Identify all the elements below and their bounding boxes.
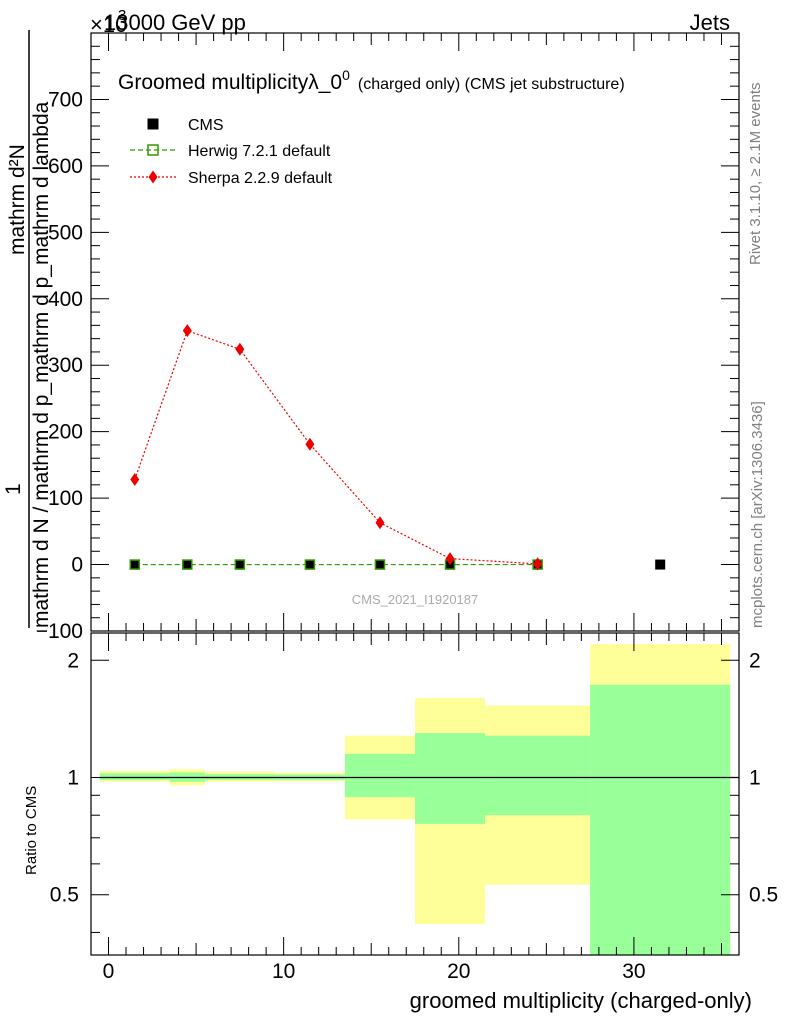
herwig-point-0 [129, 559, 141, 570]
herwig-point-1 [182, 559, 193, 570]
cms-point-3 [304, 559, 315, 570]
legend-marker-sherpa [148, 170, 158, 184]
ratio-ytick-label-right-1: 1 [749, 766, 761, 789]
ratio-band-green-6 [485, 735, 591, 816]
x-axis-label: groomed multiplicity (charged-only) [410, 988, 752, 1013]
mcplots-label: mcplots.cern.ch [arXiv:1306.3436] [749, 401, 766, 628]
xtick-label-3: 30 [622, 960, 645, 983]
legend-label-1: Herwig 7.2.1 default [188, 143, 331, 160]
ratio-y-label: Ratio to CMS [23, 786, 40, 875]
header-right: Jets [690, 10, 730, 35]
ratio-panel: 0.5 0.51 12 20 10 20 30 [50, 632, 778, 983]
main-ytick-label-4: 300 [48, 354, 83, 377]
plot-title-sub: (charged only) (CMS jet substructure) [358, 76, 625, 93]
herwig-point-2 [234, 559, 246, 570]
rivet-label: Rivet 3.1.10, ≥ 2.1M events [747, 83, 764, 266]
main-ytick-label-8: 700 [48, 88, 83, 111]
sherpa-point-6 [533, 557, 543, 571]
main-ytick-label-7: 600 [48, 155, 83, 178]
plot-title: Groomed multiplicityλ_00 (charged only) (… [118, 67, 625, 94]
legend-item-2: Sherpa 2.2.9 default [130, 170, 333, 187]
cms-point-7 [655, 559, 666, 570]
ratio-ytick-label-left-2: 2 [67, 649, 79, 672]
main-ytick-label-3: 200 [48, 421, 83, 444]
sherpa-point-0 [130, 473, 140, 487]
sherpa-point-4 [375, 516, 385, 530]
ratio-bands [99, 644, 739, 955]
main-ytick-label-0: −100 [36, 620, 83, 643]
ratio-frame [90, 632, 740, 956]
watermark: CMS_2021_I1920187 [352, 592, 479, 607]
sherpa-point-5 [445, 552, 455, 566]
legend-marker-cms [147, 118, 159, 130]
legend-marker-herwig [147, 144, 159, 156]
header-left: 13000 GeV pp [104, 10, 246, 35]
main-axes: −100 0 100 200 300 400 500 600 700 [36, 32, 740, 643]
sherpa-point-2 [235, 342, 245, 356]
ratio-band-green-5 [415, 733, 486, 824]
sherpa-line [134, 329, 538, 565]
main-ytick-label-5: 400 [48, 288, 83, 311]
cms-point-2 [234, 559, 245, 570]
plot-title-sup: 0 [342, 67, 350, 83]
xtick-label-1: 10 [272, 960, 295, 983]
herwig-point-3 [304, 559, 316, 570]
ratio-band-green-4 [344, 753, 415, 798]
legend-label-0: CMS [188, 117, 224, 134]
main-data-layer [129, 324, 666, 571]
ylabel-numerator: mathrm d²N [6, 144, 29, 255]
ratio-ytick-label-left-1: 1 [67, 766, 79, 789]
sherpa-point-1 [182, 324, 192, 338]
main-ytick-label-1: 0 [71, 554, 83, 577]
main-y-axis-label: mathrm d²N 1 mathrm d N / mathrm d p_mat… [2, 30, 53, 628]
xtick-label-0: 0 [103, 960, 115, 983]
main-panel: Groomed multiplicityλ_00(charged only) (… [36, 32, 740, 643]
cms-point-1 [182, 559, 193, 570]
cms-point-0 [129, 559, 140, 570]
xtick-label-2: 20 [447, 960, 470, 983]
ylabel-numerator-tail: 1 [2, 483, 25, 495]
sherpa-point-3 [305, 437, 315, 451]
ylabel-denominator: mathrm d N / mathrm d p_mathrm d p_mathr… [30, 101, 53, 628]
cms-point-4 [374, 559, 385, 570]
exponent-power: 3 [118, 7, 126, 24]
herwig-point-4 [374, 559, 386, 570]
plot-title-main: Groomed multiplicityλ_0 [118, 71, 342, 94]
legend-item-0: CMS [147, 117, 224, 134]
main-ytick-label-2: 100 [48, 487, 83, 510]
main-frame [90, 32, 740, 632]
ratio-ytick-label-right-2: 2 [749, 649, 761, 672]
legend-label-2: Sherpa 2.2.9 default [188, 170, 333, 187]
ratio-band-green-7 [590, 684, 731, 955]
legend-item-1: Herwig 7.2.1 default [130, 143, 331, 160]
legend: CMS Herwig 7.2.1 default Sherpa 2.2.9 defa… [130, 117, 333, 187]
ratio-ytick-label-right-0: 0.5 [749, 884, 778, 907]
ratio-axes: 0.5 0.51 12 20 10 20 30 [50, 632, 778, 983]
main-ytick-label-6: 500 [48, 221, 83, 244]
ratio-band-green-0 [99, 773, 170, 781]
ratio-ytick-label-left-0: 0.5 [50, 884, 79, 907]
